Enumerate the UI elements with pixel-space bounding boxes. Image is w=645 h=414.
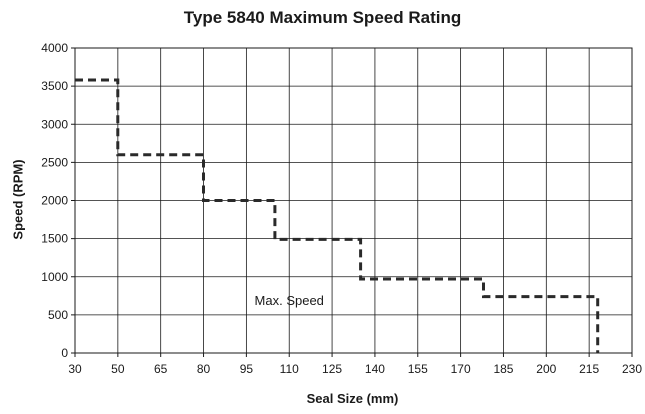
- y-tick-label-1000: 1000: [41, 270, 68, 284]
- x-axis: 30 50 65 80 95 110 125 140 155 170 185 200 215 230: [68, 353, 642, 376]
- y-tick-label-1500: 1500: [41, 232, 68, 246]
- x-tick-label-125: 125: [322, 362, 342, 376]
- x-tick-label-170: 170: [451, 362, 471, 376]
- y-tick-label-3000: 3000: [41, 117, 68, 131]
- series-group: [75, 78, 600, 353]
- x-tick-label-185: 185: [493, 362, 513, 376]
- x-tick-label-80: 80: [197, 362, 211, 376]
- annotations: Max. Speed: [255, 293, 324, 308]
- x-tick-label-110: 110: [280, 362, 299, 376]
- x-tick-label-215: 215: [579, 362, 599, 376]
- y-tick-label-3500: 3500: [41, 79, 68, 93]
- x-tick-label-50: 50: [111, 362, 125, 376]
- y-tick-label-0: 0: [61, 346, 68, 360]
- y-tick-label-500: 500: [48, 308, 68, 322]
- chart-title: Type 5840 Maximum Speed Rating: [183, 8, 462, 27]
- gridlines: [74, 47, 633, 354]
- x-tick-label-230: 230: [622, 362, 642, 376]
- x-axis-label: Seal Size (mm): [306, 391, 399, 406]
- x-tick-label-95: 95: [240, 362, 254, 376]
- x-tick-label-200: 200: [536, 362, 556, 376]
- y-tick-label-4000: 4000: [41, 41, 68, 55]
- x-tick-label-155: 155: [408, 362, 428, 376]
- x-tick-label-140: 140: [365, 362, 385, 376]
- x-tick-label-30: 30: [68, 362, 82, 376]
- y-tick-label-2500: 2500: [41, 155, 68, 169]
- annotation-0: Max. Speed: [255, 293, 324, 308]
- x-tick-label-65: 65: [154, 362, 168, 376]
- y-tick-label-2000: 2000: [41, 194, 68, 208]
- series-line-0: [75, 78, 600, 353]
- y-axis: 0 500 1000 1500 2000 2500 3000 3500 4000: [41, 41, 75, 360]
